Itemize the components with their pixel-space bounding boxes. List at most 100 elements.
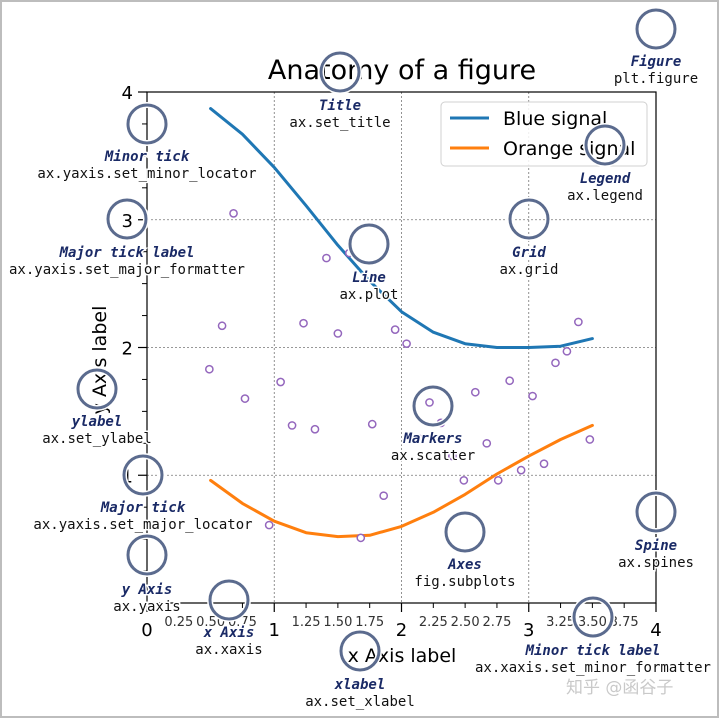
scatter-point xyxy=(240,394,250,403)
line-annotation-code: ax.plot xyxy=(339,287,398,303)
xlabel-annotation-code: ax.set_xlabel xyxy=(305,694,415,710)
scatter-point xyxy=(585,435,595,444)
x-axis-label: x Axis label xyxy=(348,645,457,667)
scatter-point xyxy=(448,451,457,461)
y-major-tick-label: 4 xyxy=(122,83,133,104)
markers-annotation-code: ax.scatter xyxy=(391,448,475,464)
legend-marker xyxy=(584,124,626,166)
xlabel-marker xyxy=(339,630,381,672)
major-tick-annotation-code: ax.yaxis.set_major_locator xyxy=(33,517,252,533)
y-major-tick-label: 3 xyxy=(122,211,133,232)
scatter-point xyxy=(459,476,469,485)
y-axis-label: y Axis label xyxy=(89,306,111,415)
series-layer xyxy=(209,107,594,539)
axes-marker xyxy=(444,511,486,553)
grid-layer xyxy=(147,92,656,603)
figure-marker xyxy=(635,8,677,50)
scatter-point xyxy=(493,476,503,485)
minor-tick-annotation-title: Minor tick xyxy=(104,149,190,165)
figure-annotation-code: plt.figure xyxy=(614,71,698,87)
scatter-point xyxy=(516,465,526,475)
minor-tick-annotation-code: ax.yaxis.set_minor_locator xyxy=(37,166,256,182)
scatter-point xyxy=(229,209,238,218)
scatter-point xyxy=(505,376,515,386)
x-major-tick-label: 3 xyxy=(523,620,534,641)
scatter-point xyxy=(470,387,480,397)
x-major-tick-label: 1 xyxy=(269,620,280,641)
scatter-point xyxy=(276,377,285,387)
series-line-0 xyxy=(209,107,594,349)
title-annotation-code: ax.set_title xyxy=(289,115,390,131)
scatter-point xyxy=(562,346,572,356)
scatter-point xyxy=(413,433,423,443)
x-minor-tick-label: 3.50 xyxy=(578,615,607,630)
major-tick-label-annotation-title: Major tick label xyxy=(59,245,195,261)
scatter-point xyxy=(390,325,400,334)
legend-layer: Blue signal Orange signal xyxy=(440,101,648,167)
x-major-tick-label: 4 xyxy=(650,620,661,641)
markers-annotation-title: Markers xyxy=(402,431,462,447)
scatter-point xyxy=(574,317,583,327)
legend-entry: Orange signal xyxy=(503,138,635,160)
x-minor-tick-label: 1.50 xyxy=(323,615,352,630)
legend-box xyxy=(440,101,648,167)
scatter-point xyxy=(322,253,331,263)
x-major-tick-label: 2 xyxy=(396,620,407,641)
scatter-point xyxy=(367,419,377,429)
y-major-tick-label: 2 xyxy=(122,339,133,360)
legend-annotation-title: Legend xyxy=(580,171,631,187)
y-axis-marker xyxy=(126,534,168,576)
minor-tick-label-annotation-title: Minor tick label xyxy=(525,643,661,659)
major-tick-label-marker xyxy=(106,198,148,240)
scatter-point xyxy=(379,491,389,501)
grid-annotation-title: Grid xyxy=(512,245,546,261)
ylabel-marker xyxy=(76,368,118,410)
label-layer: Anatomy of a figure x Axis label y Axis la… xyxy=(89,55,536,667)
x-minor-tick-label: 3.75 xyxy=(610,615,639,630)
x-minor-tick-label: 0.25 xyxy=(164,615,193,630)
major-tick-label-annotation-code: ax.yaxis.set_major_formatter xyxy=(9,262,245,278)
title-marker xyxy=(319,51,361,93)
legend-entry: Blue signal xyxy=(503,108,607,130)
scatter-point xyxy=(287,421,297,430)
axes-annotation-title: Axes xyxy=(447,557,482,573)
x-minor-tick-label: 2.25 xyxy=(419,615,448,630)
grid-marker xyxy=(508,198,550,240)
minor-tick-label-annotation-code: ax.xaxis.set_minor_formatter xyxy=(475,660,711,676)
scatter-point xyxy=(539,459,549,469)
x-minor-tick-label: 3.25 xyxy=(546,615,575,630)
scatter-point xyxy=(551,358,560,368)
line-marker xyxy=(348,223,390,265)
watermark: 知乎 @函谷子 xyxy=(566,678,673,698)
scatter-point xyxy=(299,318,308,328)
spine-annotation-code: ax.spines xyxy=(618,555,694,571)
xlabel-annotation-title: xlabel xyxy=(334,677,386,693)
y-axis-annotation-code: ax.yaxis xyxy=(113,599,180,615)
scatter-point xyxy=(402,339,411,349)
x-axis-annotation-code: ax.xaxis xyxy=(195,642,262,658)
x-major-tick-label: 0 xyxy=(141,620,152,641)
x-minor-tick-label: 2.75 xyxy=(482,615,511,630)
x-minor-tick-label: 2.50 xyxy=(451,615,480,630)
line-annotation-title: Line xyxy=(352,270,386,286)
axes-layer: 0 1 2 3 40.25 0.50 0.75 1.25 1.50 1.75 2.25 2.50 2.7… xyxy=(122,83,662,641)
x-axis-marker xyxy=(208,579,250,621)
major-tick-marker xyxy=(122,454,164,496)
figure-annotation-title: Figure xyxy=(631,54,682,70)
scatter-point xyxy=(482,438,492,448)
scatter-point xyxy=(217,321,227,331)
grid-annotation-code: ax.grid xyxy=(499,262,558,278)
scatter-point xyxy=(333,329,343,338)
ylabel-annotation-code: ax.set_ylabel xyxy=(42,431,152,447)
scatter-point xyxy=(310,424,320,434)
scatter-layer xyxy=(205,209,595,543)
chart-title: Anatomy of a figure xyxy=(268,55,536,86)
x-axis-annotation-title: x Axis xyxy=(203,625,255,641)
x-minor-tick-label: 1.75 xyxy=(355,615,384,630)
scatter-point xyxy=(425,398,434,407)
scatter-point xyxy=(264,520,274,530)
minor-tick-marker xyxy=(126,103,168,145)
series-line-1 xyxy=(209,423,594,539)
spine-annotation-title: Spine xyxy=(635,538,677,554)
